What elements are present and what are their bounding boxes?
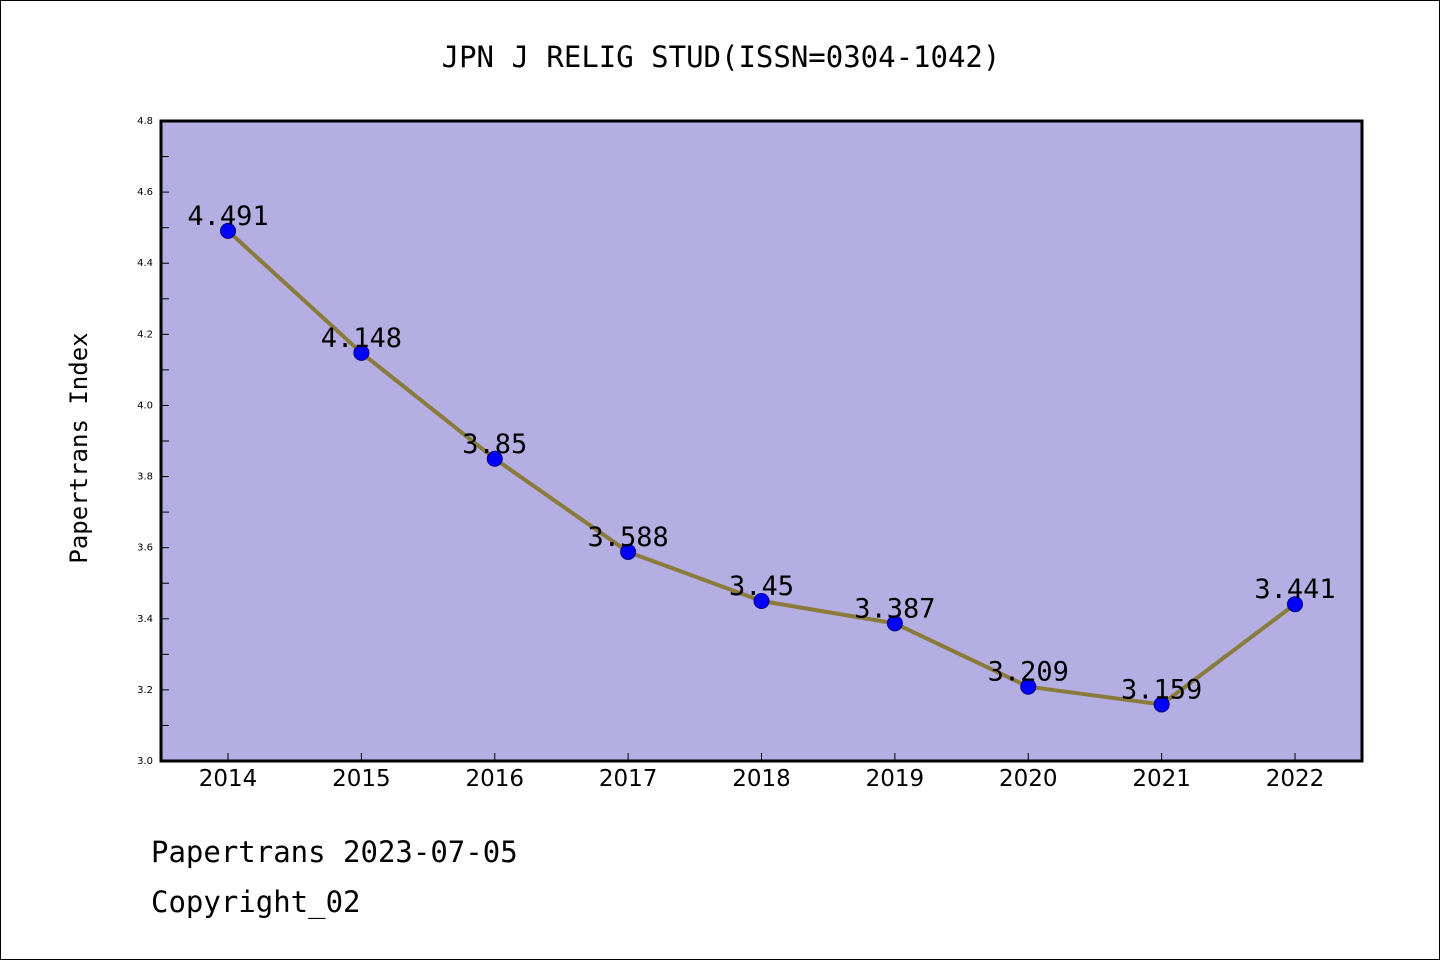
data-label: 3.387 xyxy=(854,593,935,624)
data-point xyxy=(1153,696,1170,713)
data-label: 3.209 xyxy=(988,657,1069,688)
y-tick-label: 4.6 xyxy=(137,187,153,198)
y-tick-label: 3.4 xyxy=(137,614,153,625)
y-axis-label: Papertrans Index xyxy=(65,332,93,563)
footer-copyright: Copyright_02 xyxy=(151,885,361,919)
y-axis: 3.0 3.2 3.4 3.6 3.8 4.0 4.2 4.4 4.6 4.8 xyxy=(137,116,169,767)
x-tick-label: 2018 xyxy=(732,766,791,792)
x-tick-label: 2014 xyxy=(199,766,258,792)
y-tick-label: 3.0 xyxy=(137,756,153,767)
y-tick-label: 4.4 xyxy=(137,258,153,269)
data-labels: 4.491 4.148 3.85 3.588 3.45 3.387 3.209 3.159 3.… xyxy=(187,201,1335,706)
data-label: 4.491 xyxy=(187,201,268,232)
y-tick-label: 4.8 xyxy=(137,116,153,127)
x-tick-label: 2016 xyxy=(465,766,524,792)
data-point xyxy=(220,222,236,239)
data-point xyxy=(486,450,503,467)
data-point xyxy=(1287,596,1303,613)
data-label: 4.148 xyxy=(321,323,402,354)
data-label: 3.85 xyxy=(462,429,527,460)
x-axis: 2014 2015 2016 2017 2018 2019 2020 2021 2022 xyxy=(199,753,1325,792)
x-tick-label: 2021 xyxy=(1132,766,1191,792)
data-label: 3.441 xyxy=(1254,574,1335,605)
x-tick-label: 2020 xyxy=(999,766,1058,792)
x-tick-label: 2022 xyxy=(1266,766,1325,792)
footer-date: Papertrans 2023-07-05 xyxy=(151,835,518,869)
data-point xyxy=(620,543,637,560)
data-point xyxy=(886,615,903,632)
y-tick-label: 4.2 xyxy=(137,329,153,340)
data-point xyxy=(753,593,770,609)
y-tick-label: 3.2 xyxy=(137,685,153,696)
data-label: 3.159 xyxy=(1121,674,1202,705)
data-label: 3.588 xyxy=(587,522,668,553)
x-tick-label: 2019 xyxy=(866,766,925,792)
y-tick-label: 4.0 xyxy=(137,400,153,411)
plot-area xyxy=(159,119,1364,763)
x-tick-label: 2017 xyxy=(599,766,658,792)
y-tick-label: 3.8 xyxy=(137,472,153,483)
y-tick-label: 3.6 xyxy=(137,543,153,554)
x-tick-label: 2015 xyxy=(332,766,391,792)
data-point xyxy=(1020,678,1037,695)
data-label: 3.45 xyxy=(729,571,794,602)
series-layer xyxy=(220,222,1303,713)
data-point xyxy=(353,344,370,361)
chart-title: JPN J RELIG STUD(ISSN=0304-1042) xyxy=(442,40,1001,74)
